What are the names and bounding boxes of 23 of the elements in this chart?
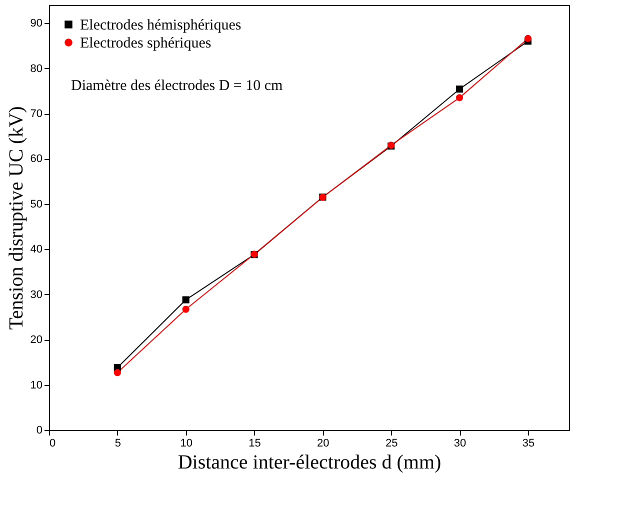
x-tick-label: 5 (114, 438, 121, 450)
x-tick-label: 30 (454, 438, 466, 450)
legend-label: Electrodes sphériques (80, 36, 212, 52)
y-tick-label: 60 (30, 153, 42, 166)
annotation: Diamètre des électrodes D = 10 cm (71, 78, 284, 94)
x-tick-label: 35 (522, 438, 535, 450)
x-tick-label: 10 (180, 438, 192, 450)
legend-label: Electrodes hémisphériques (80, 18, 242, 34)
y-tick-label: 50 (30, 198, 42, 210)
x-tick-label: 25 (385, 438, 398, 450)
x-tick-label: 20 (317, 438, 330, 450)
y-tick-label: 70 (30, 108, 42, 120)
y-tick-label: 90 (30, 18, 42, 30)
y-tick-label: 0 (36, 424, 42, 436)
y-tick-label: 80 (30, 62, 42, 75)
y-tick-label: 30 (30, 288, 42, 301)
y-tick-label: 40 (30, 244, 42, 256)
x-tick-label: 15 (248, 438, 261, 450)
y-axis-title: Tension disruptive UC (kV) (5, 106, 28, 330)
x-axis-title: Distance inter-électrodes d (mm) (178, 452, 442, 474)
x-tick-label: 0 (50, 438, 56, 450)
y-tick-label: 20 (30, 334, 42, 346)
y-tick-label: 10 (30, 379, 42, 392)
